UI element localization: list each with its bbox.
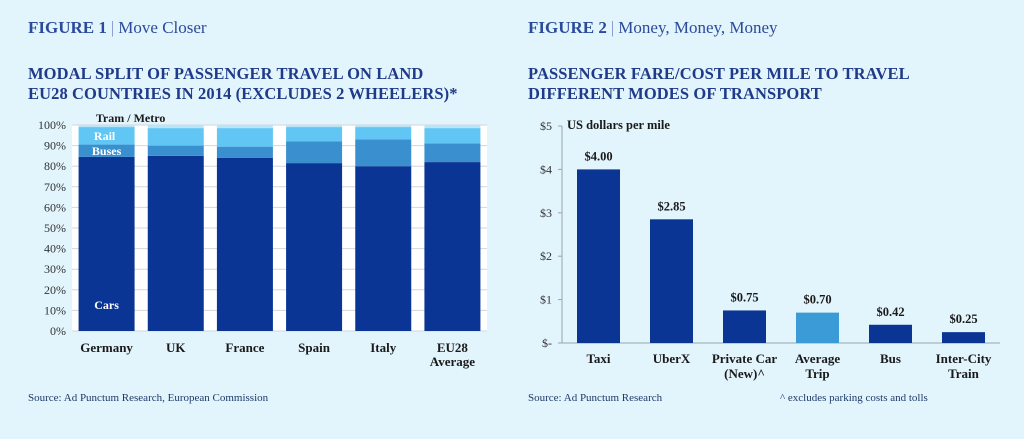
bar-buses bbox=[147, 145, 204, 156]
bar-buses bbox=[355, 139, 412, 167]
bar bbox=[577, 169, 620, 343]
y-tick-label: 50% bbox=[44, 221, 66, 235]
figure-2-footnote: ^ excludes parking costs and tolls bbox=[780, 392, 928, 404]
y-tick-label: 90% bbox=[44, 139, 66, 153]
x-tick-label: UberX bbox=[653, 351, 691, 366]
bar-rail bbox=[355, 127, 412, 140]
x-tick-label: Germany bbox=[80, 340, 133, 355]
figure-1-separator: | bbox=[110, 18, 115, 37]
bar-cars bbox=[286, 163, 343, 331]
figure-2-separator: | bbox=[610, 18, 615, 37]
y-tick-label: 100% bbox=[38, 118, 66, 132]
x-tick-label: Inter-City bbox=[936, 351, 992, 366]
y-tick-label: 30% bbox=[44, 262, 66, 276]
bar-rail bbox=[147, 128, 204, 146]
figure-1-title-line-2: EU28 COUNTRIES IN 2014 (EXCLUDES 2 WHEEL… bbox=[28, 84, 458, 103]
series-label-cars: Cars bbox=[94, 298, 119, 312]
y-tick-label: $4 bbox=[540, 162, 552, 176]
x-tick-label: Average bbox=[795, 351, 840, 366]
bar-cars bbox=[424, 162, 481, 331]
bar-tram-metro bbox=[216, 125, 273, 129]
y-tick-label: 20% bbox=[44, 283, 66, 297]
bar-tram-metro bbox=[147, 125, 204, 129]
figure-2-title-line-2: DIFFERENT MODES OF TRANSPORT bbox=[528, 84, 822, 103]
figure-1-title-line-1: MODAL SPLIT OF PASSENGER TRAVEL ON LAND bbox=[28, 64, 424, 83]
bar-rail bbox=[424, 128, 481, 144]
bar-cars bbox=[355, 166, 412, 331]
figure-1-source: Source: Ad Punctum Research, European Co… bbox=[28, 392, 269, 404]
data-label: $0.42 bbox=[876, 305, 904, 319]
bar-tram-metro bbox=[286, 125, 343, 128]
y-axis-label: US dollars per mile bbox=[567, 118, 670, 132]
figure-1-heading: FIGURE 1 | Move Closer bbox=[28, 18, 207, 38]
bar-rail bbox=[78, 127, 135, 145]
x-tick-label: EU28 bbox=[437, 340, 469, 355]
bar-cars bbox=[147, 155, 204, 331]
y-tick-label: 0% bbox=[50, 324, 66, 338]
bar bbox=[650, 219, 693, 343]
data-label: $0.25 bbox=[949, 312, 977, 326]
y-tick-label: $2 bbox=[540, 249, 552, 263]
bar-rail bbox=[286, 127, 343, 142]
figure-1-label: FIGURE 1 bbox=[28, 18, 107, 37]
x-tick-label: France bbox=[225, 340, 264, 355]
y-tick-label: 60% bbox=[44, 200, 66, 214]
x-tick-label: UK bbox=[166, 340, 186, 355]
bar-tram-metro bbox=[424, 125, 481, 129]
bar-tram-metro bbox=[355, 125, 412, 128]
bar-buses bbox=[286, 141, 343, 164]
data-label: $2.85 bbox=[657, 199, 685, 213]
y-tick-label: $- bbox=[542, 336, 552, 350]
series-label-buses: Buses bbox=[92, 144, 122, 158]
bar-buses bbox=[424, 143, 481, 163]
x-tick-label: Taxi bbox=[586, 351, 610, 366]
x-tick-label: Average bbox=[430, 354, 475, 369]
figure-2-title-line-1: PASSENGER FARE/COST PER MILE TO TRAVEL bbox=[528, 64, 910, 83]
y-tick-label: $1 bbox=[540, 293, 552, 307]
bar-tram-metro bbox=[78, 125, 135, 128]
bar-buses bbox=[216, 146, 273, 158]
y-tick-label: 10% bbox=[44, 303, 66, 317]
figure-2-source: Source: Ad Punctum Research bbox=[528, 392, 663, 404]
data-label: $4.00 bbox=[584, 149, 612, 163]
data-label: $0.75 bbox=[730, 290, 758, 304]
series-label-rail: Rail bbox=[94, 129, 116, 143]
bar bbox=[942, 332, 985, 343]
figure-2-name: Money, Money, Money bbox=[618, 18, 778, 37]
y-tick-label: $3 bbox=[540, 206, 552, 220]
data-label: $0.70 bbox=[803, 293, 831, 307]
x-tick-label: Train bbox=[948, 366, 980, 381]
x-tick-label: Trip bbox=[805, 366, 829, 381]
x-tick-label: Italy bbox=[370, 340, 397, 355]
bar-cars bbox=[216, 157, 273, 331]
x-tick-label: (New)^ bbox=[724, 366, 765, 381]
figure-2-title: PASSENGER FARE/COST PER MILE TO TRAVEL D… bbox=[528, 64, 910, 104]
x-tick-label: Bus bbox=[880, 351, 901, 366]
y-tick-label: 40% bbox=[44, 242, 66, 256]
bar-rail bbox=[216, 128, 273, 147]
x-tick-label: Private Car bbox=[712, 351, 778, 366]
figure-2-heading: FIGURE 2 | Money, Money, Money bbox=[528, 18, 778, 38]
bar bbox=[869, 324, 912, 343]
y-tick-label: 70% bbox=[44, 180, 66, 194]
bar-buses bbox=[78, 144, 135, 157]
figure-1-title: MODAL SPLIT OF PASSENGER TRAVEL ON LAND … bbox=[28, 64, 458, 104]
bar bbox=[723, 310, 766, 343]
figure-2-label: FIGURE 2 bbox=[528, 18, 607, 37]
figure-1-name: Move Closer bbox=[118, 18, 207, 37]
x-tick-label: Spain bbox=[298, 340, 331, 355]
bar-cars bbox=[78, 156, 135, 331]
y-tick-label: 80% bbox=[44, 159, 66, 173]
series-label-tram-metro: Tram / Metro bbox=[96, 111, 166, 125]
bar bbox=[796, 312, 839, 343]
y-tick-label: $5 bbox=[540, 119, 552, 133]
